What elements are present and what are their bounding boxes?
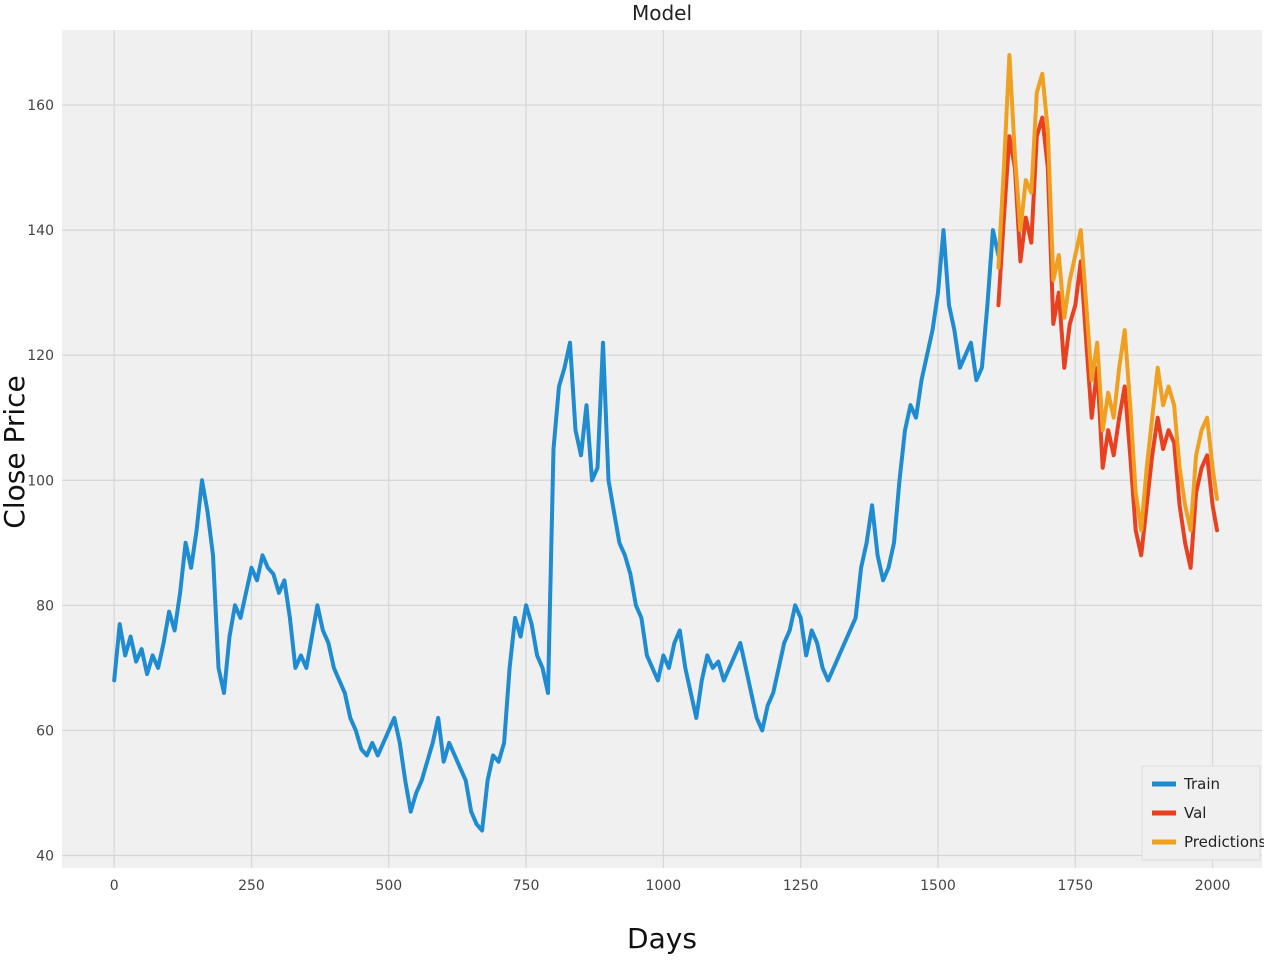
y-tick-label: 80 — [36, 598, 54, 614]
x-axis-ticks: 0 250 500 750 1000 1250 1500 1750 2000 — [110, 878, 1231, 894]
series-lines — [112, 53, 1219, 833]
series-line-train — [112, 228, 1001, 833]
plot-background — [62, 30, 1262, 868]
series-line-val — [996, 115, 1219, 570]
y-tick-label: 140 — [27, 223, 54, 239]
legend: Train Val Predictions — [1141, 765, 1264, 861]
x-tick-label: 1750 — [1057, 878, 1093, 894]
x-tick-label: 2000 — [1195, 878, 1231, 894]
y-tick-label: 60 — [36, 723, 54, 739]
legend-label-val: Val — [1184, 804, 1206, 822]
x-tick-label: 0 — [110, 878, 119, 894]
y-axis-label: Close Price — [0, 375, 31, 528]
x-axis-label: Days — [627, 922, 697, 955]
y-axis-ticks: 40 60 80 100 120 140 160 — [27, 98, 54, 864]
y-tick-label: 40 — [36, 848, 54, 864]
x-tick-label: 1500 — [920, 878, 956, 894]
legend-label-predictions: Predictions — [1184, 833, 1264, 851]
x-tick-label: 1000 — [646, 878, 682, 894]
x-tick-label: 500 — [375, 878, 402, 894]
series-line-predictions — [996, 53, 1219, 533]
y-tick-label: 100 — [27, 473, 54, 489]
x-tick-label: 1250 — [783, 878, 819, 894]
chart-title: Model — [632, 1, 692, 25]
y-tick-label: 120 — [27, 348, 54, 364]
y-tick-label: 160 — [27, 98, 54, 114]
legend-label-train: Train — [1183, 775, 1220, 793]
x-tick-label: 250 — [238, 878, 265, 894]
x-tick-label: 750 — [513, 878, 540, 894]
